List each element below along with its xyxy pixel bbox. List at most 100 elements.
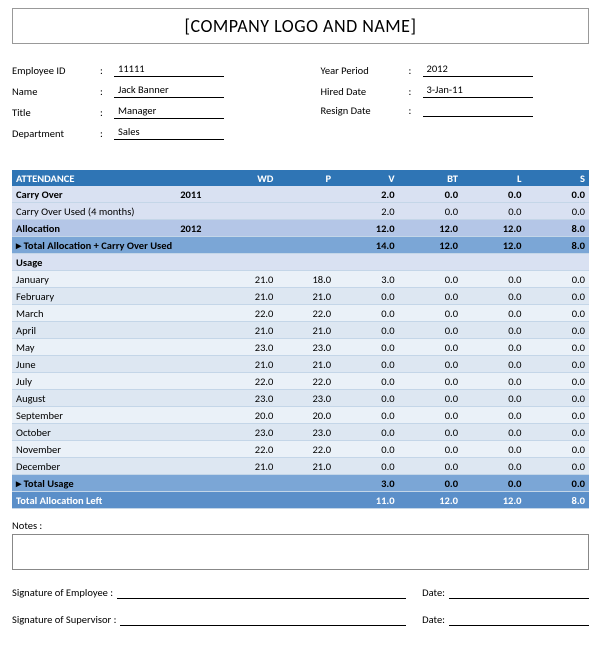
cell: 20.0	[220, 407, 278, 424]
table-row: Carry Over20112.00.00.00.0	[12, 186, 589, 203]
cell: 0.0	[525, 322, 589, 339]
info-colon: :	[100, 106, 114, 119]
month-name: August	[12, 390, 162, 407]
month-name: May	[12, 339, 162, 356]
cell: 12.0	[399, 492, 462, 509]
signature-supervisor-row: Signature of Supervisor : Date:	[12, 613, 589, 626]
table-row: Allocation201212.012.012.08.0	[12, 220, 589, 237]
cell: 0.0	[525, 305, 589, 322]
cell: 21.0	[220, 356, 278, 373]
sig-sup-line[interactable]	[120, 614, 406, 626]
cell	[277, 475, 335, 492]
cell	[162, 458, 220, 475]
cell	[220, 186, 278, 203]
total-usage-label: ▸ Total Usage	[12, 475, 277, 492]
cell: 14.0	[335, 237, 398, 254]
month-name: June	[12, 356, 162, 373]
cell: 11.0	[335, 492, 398, 509]
cell: 2.0	[335, 203, 398, 220]
cell: 0.0	[399, 322, 462, 339]
carry-over-year: 2011	[162, 186, 220, 203]
sig-date-label-2: Date:	[422, 613, 445, 626]
cell: 0.0	[525, 186, 589, 203]
table-row: September20.020.00.00.00.00.0	[12, 407, 589, 424]
cell: 20.0	[277, 407, 335, 424]
cell: 0.0	[525, 475, 589, 492]
info-value[interactable]	[423, 104, 533, 117]
cell: 0.0	[399, 475, 462, 492]
cell: 0.0	[335, 424, 398, 441]
sig-emp-line[interactable]	[117, 587, 406, 599]
alloc-left-label: Total Allocation Left	[12, 492, 277, 509]
cell: 0.0	[462, 458, 525, 475]
info-row: Department:Sales	[12, 125, 281, 140]
cell: 0.0	[525, 271, 589, 288]
info-value[interactable]: 3-Jan-11	[423, 83, 533, 98]
cell: 0.0	[335, 322, 398, 339]
col-header	[162, 170, 220, 186]
cell: 0.0	[462, 305, 525, 322]
table-row: May23.023.00.00.00.00.0	[12, 339, 589, 356]
allocation-year: 2012	[162, 220, 220, 237]
info-value[interactable]: 11111	[114, 62, 224, 77]
info-label: Name	[12, 85, 100, 98]
cell: 21.0	[220, 271, 278, 288]
table-row: April21.021.00.00.00.00.0	[12, 322, 589, 339]
cell: 0.0	[462, 424, 525, 441]
cell: 0.0	[335, 390, 398, 407]
month-name: April	[12, 322, 162, 339]
sig-emp-label: Signature of Employee :	[12, 586, 113, 599]
table-row: July22.022.00.00.00.00.0	[12, 373, 589, 390]
info-colon: :	[409, 104, 423, 117]
info-colon: :	[409, 64, 423, 77]
cell	[162, 305, 220, 322]
notes-box[interactable]	[12, 534, 589, 570]
sig-sup-date-line[interactable]	[449, 614, 589, 626]
cell: 23.0	[220, 390, 278, 407]
info-label: Resign Date	[321, 104, 409, 117]
cell: 0.0	[335, 373, 398, 390]
cell: 0.0	[462, 322, 525, 339]
info-value[interactable]: 2012	[423, 62, 533, 77]
cell: 0.0	[399, 390, 462, 407]
cell: 0.0	[525, 373, 589, 390]
table-row: February21.021.00.00.00.00.0	[12, 288, 589, 305]
cell: 8.0	[525, 237, 589, 254]
attendance-table: ATTENDANCEWDPVBTLSCarry Over20112.00.00.…	[12, 170, 589, 509]
total-alloc-label: ▸ Total Allocation + Carry Over Used	[12, 237, 277, 254]
info-value[interactable]: Sales	[114, 125, 224, 140]
cell: 0.0	[399, 441, 462, 458]
cell	[162, 339, 220, 356]
signature-employee-row: Signature of Employee : Date:	[12, 586, 589, 599]
sig-emp-date-line[interactable]	[449, 587, 589, 599]
cell: 0.0	[399, 203, 462, 220]
col-header: P	[277, 170, 335, 186]
info-value[interactable]: Manager	[114, 104, 224, 119]
info-row: Title:Manager	[12, 104, 281, 119]
cell: 21.0	[220, 458, 278, 475]
allocation-label: Allocation	[12, 220, 162, 237]
cell: 23.0	[277, 424, 335, 441]
cell	[162, 271, 220, 288]
col-header: V	[335, 170, 398, 186]
cell	[277, 220, 335, 237]
cell	[162, 441, 220, 458]
cell: 0.0	[525, 424, 589, 441]
info-value[interactable]: Jack Banner	[114, 83, 224, 98]
cell	[162, 424, 220, 441]
cell: 0.0	[399, 373, 462, 390]
cell: 0.0	[525, 203, 589, 220]
info-row: Hired Date:3-Jan-11	[321, 83, 590, 98]
carry-over-label: Carry Over	[12, 186, 162, 203]
cell	[277, 492, 335, 509]
info-colon: :	[100, 64, 114, 77]
table-row: June21.021.00.00.00.00.0	[12, 356, 589, 373]
cell: 22.0	[277, 373, 335, 390]
cell: 22.0	[277, 305, 335, 322]
cell: 21.0	[220, 322, 278, 339]
company-title: [COMPANY LOGO AND NAME]	[13, 15, 588, 37]
month-name: October	[12, 424, 162, 441]
cell: 21.0	[277, 322, 335, 339]
cell: 21.0	[277, 458, 335, 475]
col-header: BT	[399, 170, 462, 186]
